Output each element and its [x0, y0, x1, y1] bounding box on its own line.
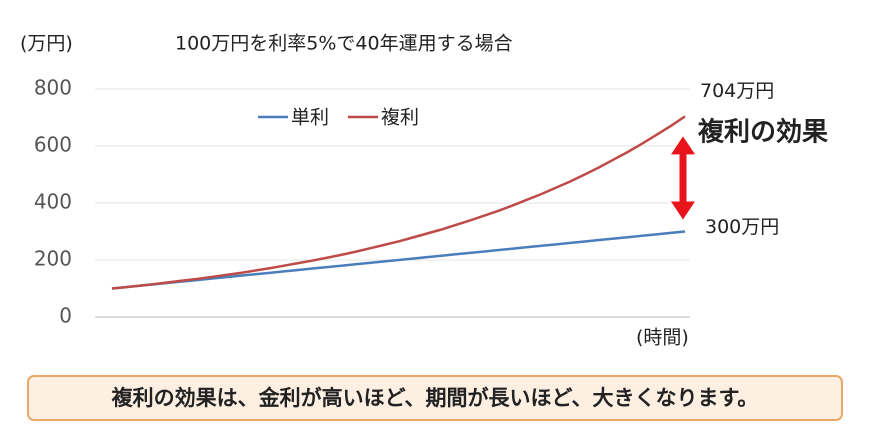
- footer-box: [27, 375, 843, 421]
- footer-text: 複利の効果は、金利が高いほど、期間が長いほど、大きくなります。: [111, 386, 759, 410]
- end-label: 704万円: [700, 80, 774, 102]
- x-axis-label: (時間): [636, 327, 689, 349]
- y-tick-label: 200: [34, 247, 72, 271]
- y-tick-label: 400: [34, 190, 72, 214]
- y-tick-label: 0: [59, 304, 72, 328]
- legend-label: 単利: [291, 107, 329, 129]
- arrow-head: [671, 136, 695, 155]
- line-series: [111, 115, 686, 290]
- y-tick-label: 600: [34, 133, 72, 157]
- line-series: [111, 230, 686, 290]
- y-axis-label: (万円): [20, 33, 73, 55]
- y-tick-label: 800: [34, 76, 72, 100]
- end-label: 300万円: [705, 216, 779, 238]
- arrow-head: [671, 201, 695, 220]
- chart-title: 100万円を利率5%で40年運用する場合: [175, 33, 513, 55]
- annotation: 複利の効果: [698, 117, 828, 148]
- legend-label: 複利: [381, 107, 419, 129]
